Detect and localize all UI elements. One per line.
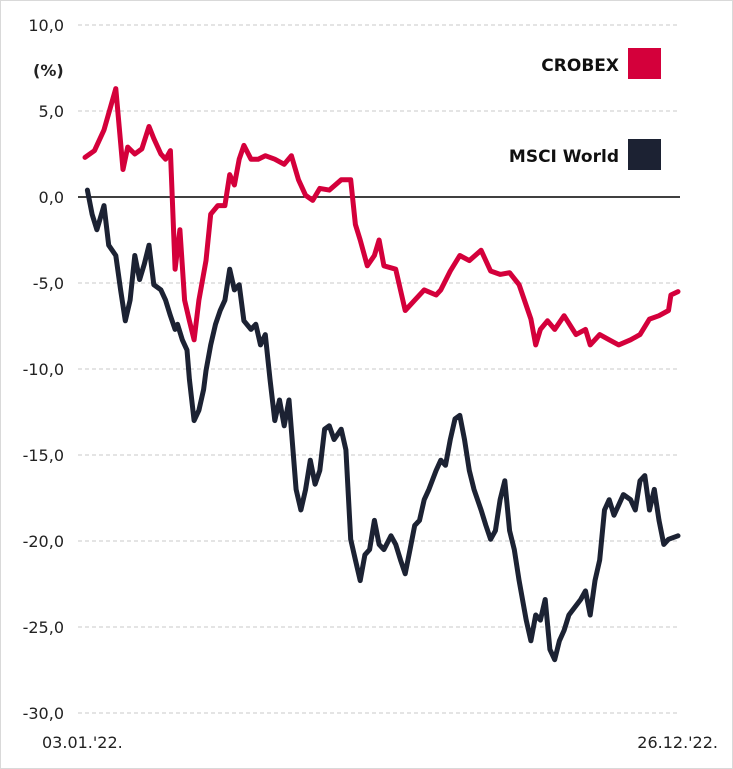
legend-label-msci-world: MSCI World <box>509 147 619 167</box>
legend-swatch-msci-world <box>628 139 661 170</box>
y-tick-label: 10,0 <box>28 16 64 35</box>
y-tick-label: 5,0 <box>39 102 64 121</box>
series-lines <box>82 86 681 663</box>
legend: CROBEX MSCI World <box>509 48 661 170</box>
legend-swatch-crobex <box>628 48 661 79</box>
y-tick-label: -30,0 <box>23 704 64 723</box>
y-tick-label: -10,0 <box>23 360 64 379</box>
y-tick-label: -15,0 <box>23 446 64 465</box>
y-axis-unit-label: (%) <box>33 61 64 80</box>
series-line-msci-world <box>84 187 681 663</box>
y-tick-label: -20,0 <box>23 532 64 551</box>
y-tick-label: -25,0 <box>23 618 64 637</box>
x-start-label: 03.01.'22. <box>42 733 123 752</box>
y-tick-label: -5,0 <box>33 274 64 293</box>
series-line-crobex <box>82 86 681 348</box>
y-axis-ticks: 10,0 5,0 0,0 -5,0 -10,0 -15,0 -20,0 -25,0 -30,0 <box>23 16 64 723</box>
legend-label-crobex: CROBEX <box>541 56 619 76</box>
y-tick-label: 0,0 <box>39 188 64 207</box>
x-end-label: 26.12.'22. <box>637 733 718 752</box>
